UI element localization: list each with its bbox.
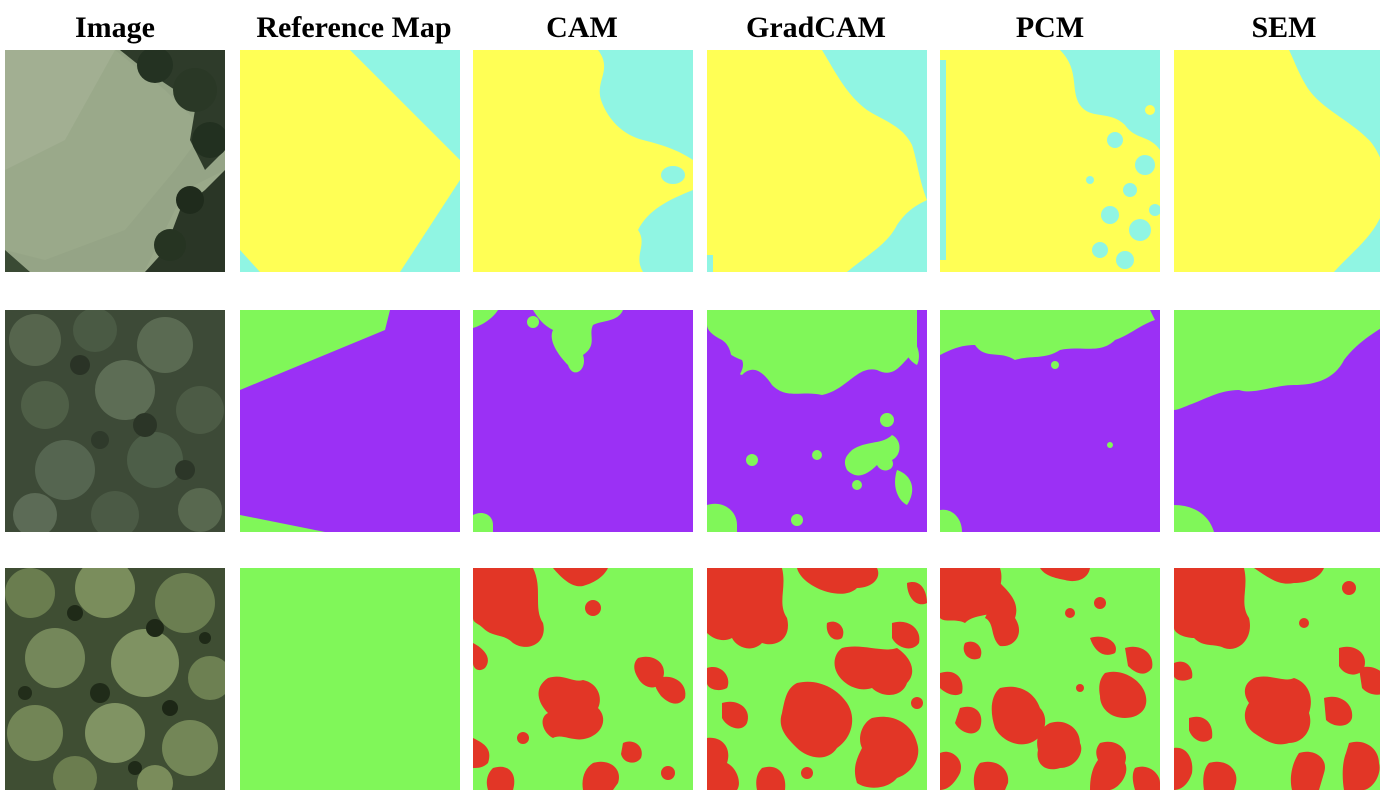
column-title-pcm: PCM [1015,11,1085,44]
row3-reference-map [240,568,460,790]
row3-cam-map [473,568,693,790]
row2-pcm-map [940,310,1160,532]
column-title-image: Image [75,11,155,44]
column-title-sem: SEM [1251,11,1317,44]
row1-pcm-map [940,50,1160,272]
row2-gradcam-map [707,310,927,532]
column-title-reference-map: Reference Map [256,11,452,44]
row2-aerial-image [5,310,225,532]
row1-cam-map [473,50,693,272]
row3-aerial-image [5,568,225,790]
row3-pcm-map [940,568,1160,790]
row2-reference-map [240,310,460,532]
row2-cam-map [473,310,693,532]
row3-gradcam-map [707,568,927,790]
row2-sem-map [1174,310,1380,532]
row1-gradcam-map [707,50,927,272]
row1-sem-map [1174,50,1380,272]
row3-sem-map [1174,568,1380,790]
column-title-gradcam: GradCAM [746,11,886,44]
column-title-cam: CAM [546,11,618,44]
row1-reference-map [240,50,460,272]
row1-aerial-image [5,50,225,272]
